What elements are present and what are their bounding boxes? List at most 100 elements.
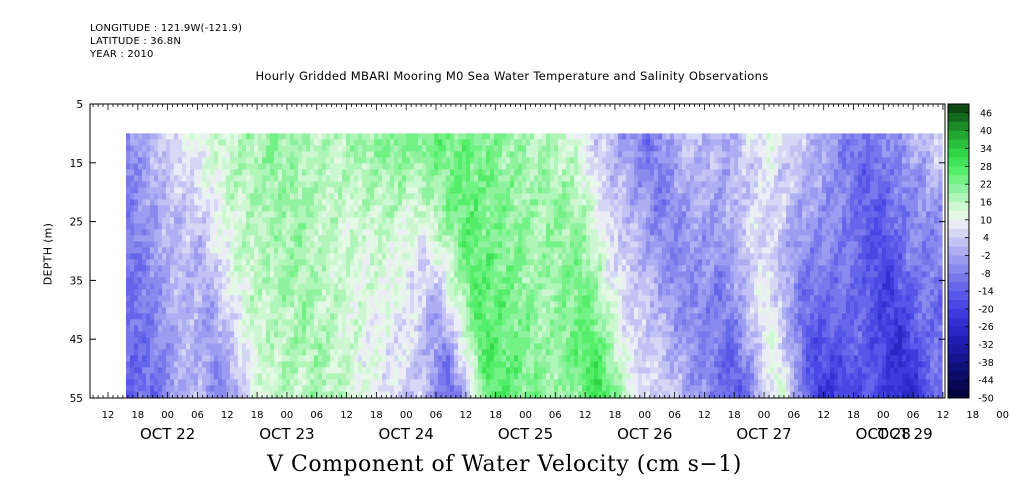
heatmap-cell — [362, 175, 367, 182]
heatmap-cell — [498, 319, 503, 326]
heatmap-cell — [270, 307, 275, 314]
heatmap-cell — [414, 313, 419, 320]
heatmap-cell — [386, 355, 391, 362]
heatmap-cell — [394, 193, 399, 200]
heatmap-cell — [210, 361, 215, 368]
heatmap-cell — [130, 265, 135, 272]
heatmap-cell — [386, 211, 391, 218]
heatmap-cell — [174, 325, 179, 332]
heatmap-cell — [238, 193, 243, 200]
heatmap-cell — [146, 181, 151, 188]
heatmap-cell — [130, 253, 135, 260]
heatmap-cell — [490, 307, 495, 314]
heatmap-cell — [494, 205, 499, 212]
heatmap-cell — [470, 379, 475, 386]
heatmap-cell — [298, 307, 303, 314]
heatmap-cell — [278, 349, 283, 356]
heatmap-cell — [154, 241, 159, 248]
heatmap-cell — [326, 259, 331, 266]
heatmap-cell — [450, 379, 455, 386]
heatmap-cell — [482, 319, 487, 326]
heatmap-cell — [514, 193, 519, 200]
heatmap-cell — [438, 235, 443, 242]
heatmap-cell — [174, 235, 179, 242]
heatmap-cell — [398, 253, 403, 260]
heatmap-cell — [506, 331, 511, 338]
heatmap-cell — [322, 319, 327, 326]
heatmap-cell — [186, 325, 191, 332]
heatmap-cell — [318, 289, 323, 296]
heatmap-cell — [250, 247, 255, 254]
heatmap-cell — [202, 199, 207, 206]
heatmap-cell — [354, 157, 359, 164]
heatmap-cell — [562, 151, 567, 158]
heatmap-cell — [258, 139, 263, 146]
heatmap-cell — [338, 181, 343, 188]
heatmap-cell — [454, 133, 459, 140]
heatmap-cell — [170, 145, 175, 152]
heatmap-cell — [322, 133, 327, 140]
heatmap-cell — [138, 241, 143, 248]
heatmap-cell — [374, 253, 379, 260]
heatmap-cell — [246, 385, 251, 392]
heatmap-cell — [298, 217, 303, 224]
heatmap-cell — [206, 307, 211, 314]
heatmap-cell — [334, 145, 339, 152]
heatmap-cell — [530, 181, 535, 188]
heatmap-cell — [526, 133, 531, 140]
heatmap-cell — [354, 343, 359, 350]
heatmap-cell — [306, 169, 311, 176]
heatmap-cell — [406, 139, 411, 146]
heatmap-cell — [434, 283, 439, 290]
heatmap-cell — [218, 139, 223, 146]
heatmap-cell — [510, 337, 515, 344]
heatmap-cell — [226, 247, 231, 254]
heatmap-cell — [162, 337, 167, 344]
heatmap-cell — [242, 205, 247, 212]
heatmap-cell — [150, 277, 155, 284]
heatmap-cell — [438, 265, 443, 272]
chart-title: Hourly Gridded MBARI Mooring M0 Sea Wate… — [255, 69, 769, 83]
heatmap-cell — [422, 373, 427, 380]
heatmap-cell — [290, 349, 295, 356]
heatmap-cell — [526, 391, 531, 398]
heatmap-cell — [358, 277, 363, 284]
heatmap-cell — [554, 337, 559, 344]
heatmap-cell — [346, 361, 351, 368]
heatmap-cell — [314, 205, 319, 212]
heatmap-cell — [290, 367, 295, 374]
heatmap-cell — [334, 373, 339, 380]
heatmap-cell — [318, 373, 323, 380]
heatmap-cell — [206, 289, 211, 296]
heatmap-cell — [518, 379, 523, 386]
heatmap-cell — [318, 187, 323, 194]
heatmap-cell — [542, 265, 547, 272]
heatmap-cell — [454, 271, 459, 278]
heatmap-cell — [270, 271, 275, 278]
heatmap-cell — [246, 145, 251, 152]
heatmap-cell — [506, 241, 511, 248]
heatmap-cell — [290, 199, 295, 206]
heatmap-cell — [214, 193, 219, 200]
heatmap-cell — [558, 241, 563, 248]
heatmap-cell — [262, 157, 267, 164]
heatmap-cell — [266, 205, 271, 212]
heatmap-cell — [318, 133, 323, 140]
heatmap-cell — [206, 133, 211, 140]
heatmap-cell — [318, 175, 323, 182]
heatmap-cell — [326, 283, 331, 290]
heatmap-cell — [178, 265, 183, 272]
heatmap-cell — [354, 205, 359, 212]
heatmap-cell — [250, 259, 255, 266]
heatmap-cell — [542, 181, 547, 188]
heatmap-cell — [534, 205, 539, 212]
heatmap-cell — [178, 391, 183, 398]
heatmap-cell — [194, 373, 199, 380]
heatmap-cell — [154, 229, 159, 236]
heatmap-cell — [438, 289, 443, 296]
heatmap-cell — [142, 217, 147, 224]
heatmap-cell — [550, 181, 555, 188]
heatmap-cell — [386, 337, 391, 344]
heatmap-cell — [354, 187, 359, 194]
heatmap-cell — [390, 313, 395, 320]
